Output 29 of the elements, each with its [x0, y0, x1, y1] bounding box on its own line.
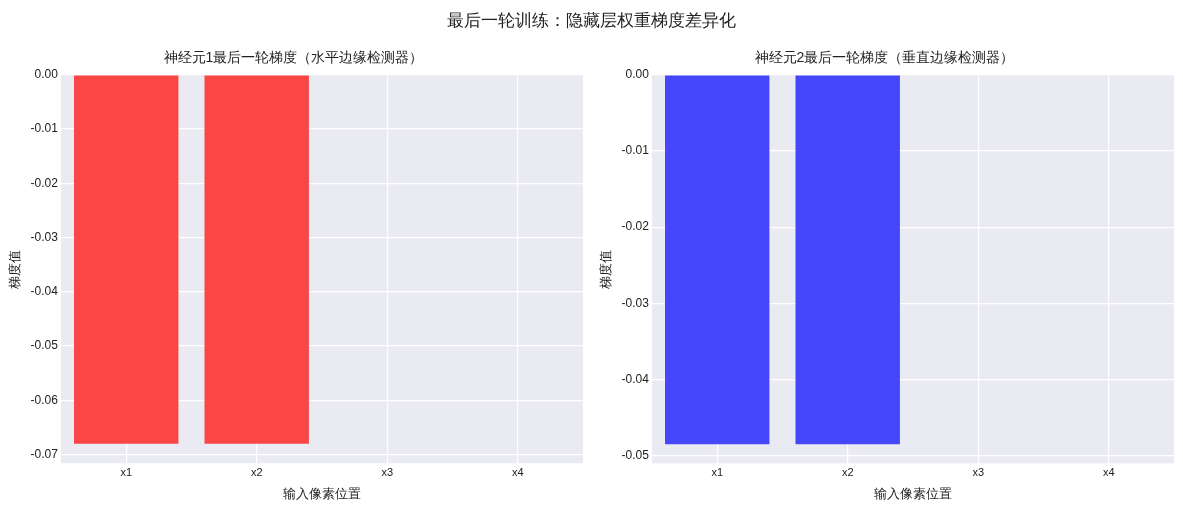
y-tick-label: -0.05 [30, 338, 59, 353]
text: 最后一轮训练：隐藏层权重梯度差异化 [447, 10, 736, 30]
y-tick-label: -0.01 [621, 143, 650, 158]
y-tick-label: -0.06 [30, 392, 59, 407]
x-axis-title: 输入像素位置 [282, 485, 361, 501]
x-tick-label: x4 [1102, 465, 1115, 478]
y-tick-label: -0.07 [30, 446, 59, 461]
x-tick-label: x3 [972, 465, 985, 478]
y-axis-title: 梯度值 [598, 249, 614, 290]
x-tick-label: x2 [841, 465, 854, 478]
y-tick-label: -0.04 [30, 284, 59, 299]
x-tick-label: x4 [511, 465, 524, 478]
y-tick-label: -0.02 [621, 219, 650, 234]
y-tick-label: 0.00 [625, 67, 650, 82]
y-tick-label: -0.05 [621, 447, 650, 462]
x-tick-label: x1 [711, 465, 724, 478]
y-axis-title: 梯度值 [7, 249, 23, 290]
x-axis-title: 输入像素位置 [873, 485, 952, 501]
chart-title: 神经元2最后一轮梯度（垂直边缘检测器） [754, 49, 1015, 66]
y-tick-label: -0.04 [621, 371, 650, 386]
x-tick-label: x2 [250, 465, 263, 478]
y-tick-label: -0.01 [30, 121, 59, 136]
x-tick-label: x1 [120, 465, 133, 478]
y-tick-label: -0.03 [621, 295, 650, 310]
y-tick-label: -0.03 [30, 229, 59, 244]
chart-title: 神经元1最后一轮梯度（水平边缘检测器） [163, 49, 424, 66]
y-tick-label: -0.02 [30, 175, 59, 190]
x-tick-label: x3 [381, 465, 394, 478]
y-tick-label: 0.00 [34, 67, 59, 82]
